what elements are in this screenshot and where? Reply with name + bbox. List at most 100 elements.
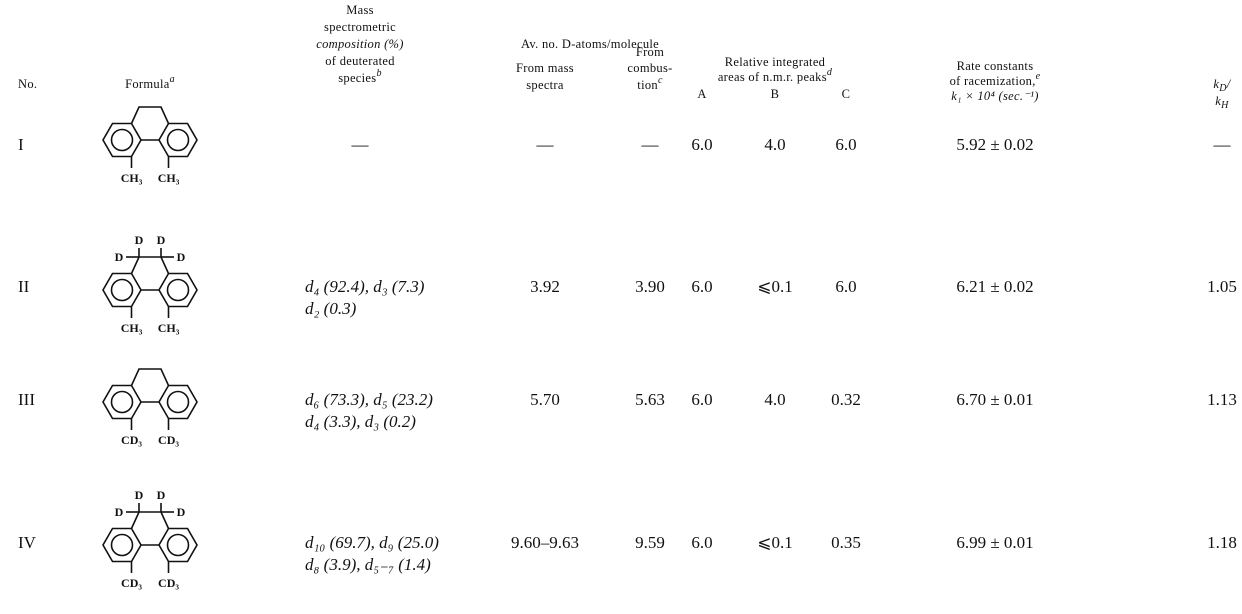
atom-label: D <box>177 250 186 264</box>
atom-label: D <box>115 250 124 264</box>
footnote-mark: d <box>827 67 833 78</box>
group-label: CD₃ <box>121 576 142 590</box>
peak-area: 6.0 <box>691 390 712 409</box>
header-text: k <box>1213 77 1219 91</box>
rate-constant: 6.70 ± 0.01 <box>956 390 1033 409</box>
structure <box>102 106 198 169</box>
header-rate: Rate constants <box>957 59 1034 73</box>
row-number: II <box>18 277 30 296</box>
group-label: CD₃ <box>158 433 179 447</box>
from-combustion: 3.90 <box>635 277 665 296</box>
group-label: CH₃ <box>121 171 143 185</box>
footnote-mark: e <box>1036 71 1041 82</box>
atom-label: D <box>157 233 166 247</box>
header-text: tion <box>637 78 658 92</box>
header-nmr: Relative integrated <box>725 55 826 69</box>
isotope-effect: 1.05 <box>1207 277 1237 296</box>
composition: d₁₀ (69.7), d₉ (25.0) <box>305 533 439 552</box>
atom-label: D <box>115 505 124 519</box>
composition: — <box>351 135 370 154</box>
peak-area: ⩽0.1 <box>757 533 793 552</box>
footnote-mark: a <box>170 74 175 85</box>
rate-constant: 6.21 ± 0.02 <box>956 277 1033 296</box>
header-isotope: kD/ <box>1213 77 1231 94</box>
group-label: CH₃ <box>158 171 180 185</box>
structure <box>102 368 198 431</box>
isotope-effect: 1.18 <box>1207 533 1237 552</box>
composition: d₄ (92.4), d₃ (7.3) <box>305 277 425 296</box>
peak-area: ⩽0.1 <box>757 277 793 296</box>
group-label: CD₃ <box>121 433 142 447</box>
header-from-combustion: combus- <box>627 61 672 75</box>
formula: CD₃ CD₃ <box>102 368 198 447</box>
composition: d₄ (3.3), d₃ (0.2) <box>305 412 416 431</box>
header-text: of racemization, <box>950 74 1036 88</box>
header-isotope: kH <box>1215 94 1229 111</box>
header-composition: Mass <box>346 3 374 17</box>
from-mass: 9.60–9.63 <box>511 533 579 552</box>
peak-area: 6.0 <box>835 135 856 154</box>
rate-constant: 6.99 ± 0.01 <box>956 533 1033 552</box>
header-peak: A <box>697 87 706 101</box>
peak-area: 0.32 <box>831 390 861 409</box>
deuterium-bonds <box>125 247 175 258</box>
from-combustion: 9.59 <box>635 533 665 552</box>
from-combustion: — <box>641 135 660 154</box>
isotope-effect: — <box>1213 135 1232 154</box>
from-mass: — <box>536 135 555 154</box>
atom-label: D <box>157 488 166 502</box>
header-from-combustion: tionc <box>637 75 663 92</box>
header-composition: speciesb <box>338 68 382 85</box>
rate-constant: 5.92 ± 0.02 <box>956 135 1033 154</box>
composition: d₆ (73.3), d₅ (23.2) <box>305 390 433 409</box>
structure <box>102 256 198 319</box>
structure <box>102 511 198 574</box>
from-mass: 5.70 <box>530 390 560 409</box>
footnote-mark: b <box>376 68 381 79</box>
header-composition: composition (%) <box>316 37 403 51</box>
header-nmr: areas of n.m.r. peaksd <box>718 67 833 84</box>
peak-area: 6.0 <box>691 135 712 154</box>
peak-area: 4.0 <box>764 390 785 409</box>
atom-label: D <box>177 505 186 519</box>
row-number: IV <box>18 533 37 552</box>
header-no: No. <box>18 77 37 91</box>
composition: d₈ (3.9), d₅₋₇ (1.4) <box>305 555 431 574</box>
row-number: III <box>18 390 35 409</box>
header-rate: of racemization,e <box>950 71 1041 88</box>
deuterium-bonds <box>125 502 175 513</box>
header-av-no: Av. no. D-atoms/molecule <box>521 37 659 51</box>
header-text: Formula <box>125 77 170 91</box>
isotope-effect: 1.13 <box>1207 390 1237 409</box>
header-composition: spectrometric <box>324 20 396 34</box>
header-from-combustion: From <box>636 45 664 59</box>
peak-area: 0.35 <box>831 533 861 552</box>
peak-area: 6.0 <box>691 277 712 296</box>
header-rate-units: k₁ × 10⁴ (sec.⁻¹) <box>951 89 1038 103</box>
composition: d₂ (0.3) <box>305 299 357 318</box>
header-peak: C <box>842 87 851 101</box>
group-label: CD₃ <box>158 576 179 590</box>
header-text: species <box>338 71 376 85</box>
row-number: I <box>18 135 24 154</box>
atom-label: D <box>135 488 144 502</box>
header-text: k <box>1215 94 1221 108</box>
header-text: D <box>1218 83 1227 94</box>
header-from-mass: spectra <box>526 78 564 92</box>
from-combustion: 5.63 <box>635 390 665 409</box>
header-from-mass: From mass <box>516 61 574 75</box>
group-label: CH₃ <box>121 321 143 335</box>
atom-label: D <box>135 233 144 247</box>
peak-area: 6.0 <box>691 533 712 552</box>
header-text: H <box>1220 100 1229 111</box>
header-peak: B <box>771 87 780 101</box>
header-text: areas of n.m.r. peaks <box>718 70 827 84</box>
header-composition: of deuterated <box>325 54 395 68</box>
group-label: CH₃ <box>158 321 180 335</box>
from-mass: 3.92 <box>530 277 560 296</box>
formula: CH₃ CH₃ <box>102 106 198 185</box>
